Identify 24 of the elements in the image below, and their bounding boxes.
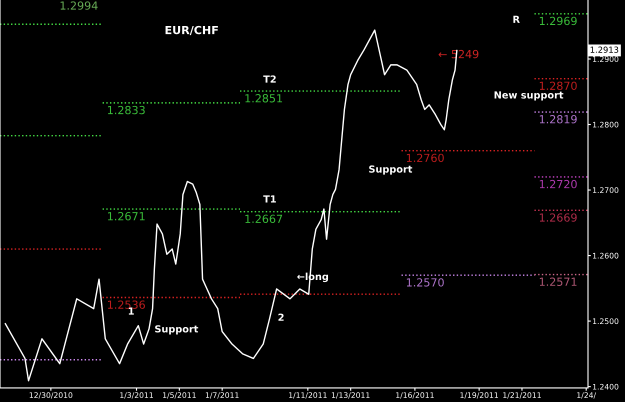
annotation: 1 [128, 307, 134, 315]
annotation: Support [155, 325, 198, 334]
series-label: 1.2667 [245, 214, 282, 224]
series-label: 1.2851 [245, 94, 282, 102]
series-label: 1.2819 [540, 115, 577, 124]
series-label: 1.2969 [540, 16, 577, 26]
annotation: 2 [278, 314, 284, 321]
annotation: T2 [263, 75, 276, 83]
annotation: T1 [263, 195, 276, 202]
series-label: 1.2760 [406, 154, 444, 162]
series-label: 1.2669 [540, 213, 577, 222]
series-label: 1.2671 [108, 212, 145, 220]
annotation: New support [494, 91, 564, 101]
series-label: 1.2570 [406, 278, 444, 287]
text: 1.2913 [590, 46, 618, 53]
annotation: Support [369, 165, 412, 175]
series-label: 1.2571 [540, 278, 576, 286]
series-label: 1.2720 [540, 180, 577, 188]
series-label: 1.2833 [108, 106, 145, 114]
annotation: 1.2994 [60, 1, 98, 10]
series-label: 1.2536 [108, 300, 145, 309]
series-label: 1.2870 [540, 82, 577, 90]
annotation: R [513, 16, 520, 23]
text: EUR/CHF [166, 26, 218, 36]
